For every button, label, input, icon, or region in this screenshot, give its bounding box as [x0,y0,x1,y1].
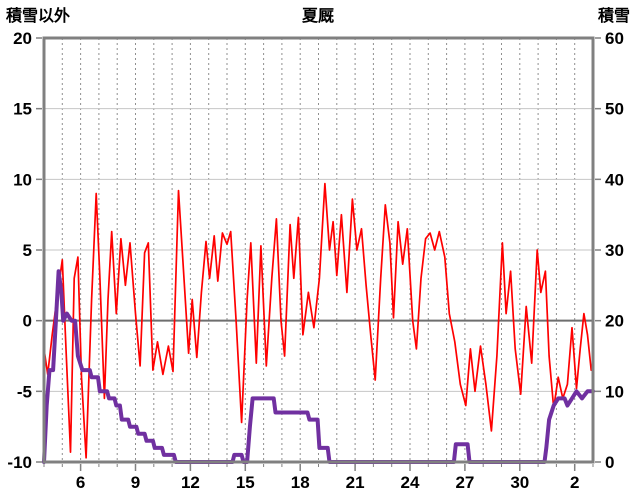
right-axis-tick-label: 40 [605,170,624,189]
x-axis-tick-label: 6 [76,473,85,492]
left-axis-tick-label: 5 [23,241,32,260]
left-axis-tick-label: 15 [13,100,32,119]
red-series-line [43,182,594,459]
plot-border [42,36,595,464]
x-axis-tick-label: 15 [236,473,255,492]
purple-series-line [42,269,595,464]
right-axis-title: 積雪 [597,8,630,25]
x-axis-tick-label: 24 [401,473,420,492]
right-axis-tick-label: 30 [605,241,624,260]
left-axis-tick-label: -10 [7,453,32,472]
x-axis-tick-label: 9 [131,473,140,492]
left-axis-title: 積雪以外 [6,8,71,25]
x-axis-tick-label: 12 [181,473,200,492]
left-axis-tick-label: -5 [17,382,32,401]
right-axis-tick-label: 0 [605,453,614,472]
right-axis-tick-label: 60 [605,29,624,48]
chart-title: 夏厩 [301,8,334,25]
x-axis-tick-label: 2 [570,473,579,492]
right-axis-tick-label: 50 [605,100,624,119]
right-axis-tick-label: 20 [605,312,624,331]
left-axis-tick-label: 20 [13,29,32,48]
x-axis-tick-label: 27 [455,473,474,492]
x-axis-tick-label: 18 [291,473,310,492]
right-axis-tick-label: 10 [605,382,624,401]
left-axis-tick-label: 0 [23,312,32,331]
x-axis-tick-label: 30 [510,473,529,492]
x-axis-tick-label: 21 [346,473,365,492]
left-axis-tick-label: 10 [13,170,32,189]
